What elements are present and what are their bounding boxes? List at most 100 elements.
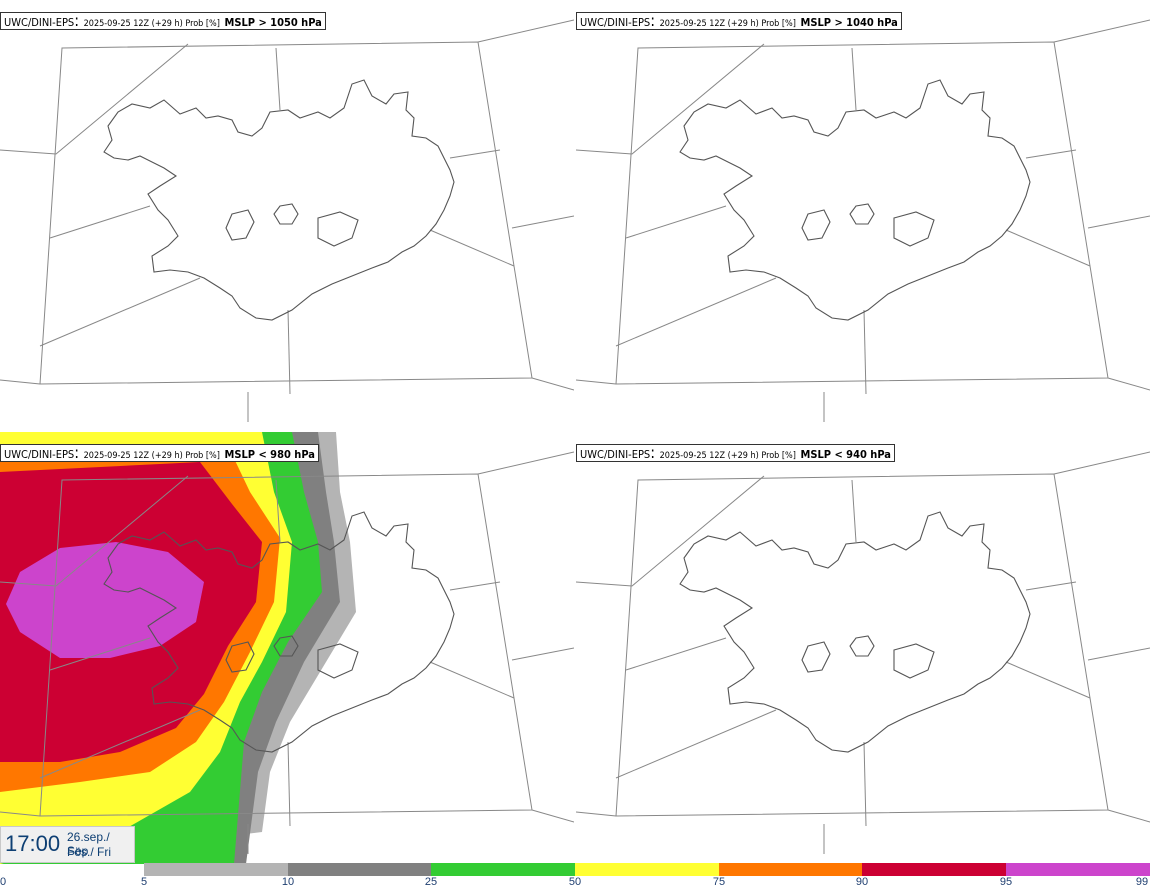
graticule-line: [615, 277, 777, 347]
graticule-line: [851, 47, 857, 111]
graticule-line: [429, 661, 515, 699]
glacier-outline: [225, 641, 255, 673]
domain-frame: [615, 473, 1109, 817]
domain-frame: [615, 41, 1109, 385]
panel-title: UWC/DINI-EPS: 2025-09-25 12Z (+29 h) Pro…: [576, 12, 902, 30]
map-panel-bottom-right: UWC/DINI-EPS: 2025-09-25 12Z (+29 h) Pro…: [576, 432, 1150, 864]
graticule-line: [449, 581, 501, 591]
panel-title-field: MSLP > 1040 hPa: [800, 16, 898, 29]
graticule-line: [576, 43, 765, 155]
graticule-line: [1025, 581, 1077, 591]
colorbar-segment-75-90: [719, 863, 862, 876]
probability-field: [0, 432, 356, 864]
graticule-line: [0, 811, 41, 817]
panel-title-model: UWC/DINI-EPS: [580, 448, 651, 461]
graticule-line: [576, 379, 617, 385]
panel-title-run: 2025-09-25 12Z (+29 h) Prob [%]: [659, 451, 796, 461]
panel-title-field: MSLP < 940 hPa: [800, 448, 891, 461]
map-graticule: [0, 19, 574, 422]
graticule-line: [511, 215, 574, 229]
graticule-line: [0, 43, 189, 155]
colorbar-tick-5: 5: [140, 876, 148, 888]
colorbar-tick-75: 75: [712, 876, 726, 888]
colorbar-segment-5-10: [144, 863, 288, 876]
graticule-line: [1053, 451, 1150, 475]
panel-title-run: 2025-09-25 12Z (+29 h) Prob [%]: [83, 19, 220, 29]
graticule-line: [0, 475, 189, 587]
colorbar-tick-95: 95: [999, 876, 1013, 888]
graticule-line: [863, 309, 867, 395]
graticule-line: [576, 475, 765, 587]
graticule-line: [0, 379, 41, 385]
graticule-line: [275, 479, 281, 543]
map-graticule: [576, 19, 1150, 422]
valid-date: 26.sep./ Sep: [67, 830, 110, 858]
iceland-coastline: [679, 511, 1031, 753]
glacier-outline: [273, 635, 299, 657]
graticule-line: [531, 809, 574, 823]
panel-title-model: UWC/DINI-EPS: [580, 16, 651, 29]
glacier-outline: [317, 211, 359, 247]
panel-title: UWC/DINI-EPS: 2025-09-25 12Z (+29 h) Pro…: [0, 12, 326, 30]
graticule-line: [1087, 215, 1150, 229]
graticule-line: [863, 741, 867, 827]
map-panel-bottom-left: UWC/DINI-EPS: 2025-09-25 12Z (+29 h) Pro…: [0, 432, 574, 864]
panel-title-run: 2025-09-25 12Z (+29 h) Prob [%]: [659, 19, 796, 29]
colorbar-segment-50-75: [575, 863, 719, 876]
graticule-line: [615, 709, 777, 779]
panel-title-model: UWC/DINI-EPS: [4, 448, 75, 461]
colorbar-tick-99: 99: [1135, 876, 1149, 888]
glacier-outline: [893, 643, 935, 679]
map-panel-top-right: UWC/DINI-EPS: 2025-09-25 12Z (+29 h) Pro…: [576, 0, 1150, 432]
graticule-line: [625, 637, 727, 671]
map-canvas: [0, 432, 574, 864]
graticule-line: [429, 229, 515, 267]
graticule-line: [39, 277, 201, 347]
colorbar-tick-50: 50: [568, 876, 582, 888]
panel-title-field: MSLP > 1050 hPa: [224, 16, 322, 29]
map-panel-top-left: UWC/DINI-EPS: 2025-09-25 12Z (+29 h) Pro…: [0, 0, 574, 432]
map-graticule: [0, 451, 574, 854]
glacier-outline: [849, 203, 875, 225]
colorbar-segment-10-25: [288, 863, 431, 876]
graticule-line: [1053, 19, 1150, 43]
glacier-outline: [317, 643, 359, 679]
glacier-outline: [893, 211, 935, 247]
graticule-line: [1025, 149, 1077, 159]
panel-title: UWC/DINI-EPS: 2025-09-25 12Z (+29 h) Pro…: [576, 444, 895, 462]
graticule-line: [477, 451, 574, 475]
iceland-coastline: [679, 79, 1031, 321]
graticule-line: [1005, 661, 1091, 699]
graticule-line: [1107, 809, 1150, 823]
probability-contour-95-99: [6, 542, 204, 658]
iceland-coastline: [103, 79, 455, 321]
valid-day: Fös./ Fri: [67, 845, 111, 859]
graticule-line: [851, 479, 857, 543]
colorbar-segment-95-99: [1006, 863, 1150, 876]
glacier-outline: [801, 209, 831, 241]
valid-time-box: 17:00 26.sep./ Sep Fös./ Fri: [0, 826, 135, 863]
graticule-line: [39, 709, 201, 779]
colorbar-tick-90: 90: [855, 876, 869, 888]
map-canvas: [576, 451, 1150, 854]
graticule-line: [477, 19, 574, 43]
panel-title: UWC/DINI-EPS: 2025-09-25 12Z (+29 h) Pro…: [0, 444, 319, 462]
graticule-line: [1107, 377, 1150, 391]
colorbar-tick-10: 10: [281, 876, 295, 888]
glacier-outline: [273, 203, 299, 225]
graticule-line: [49, 205, 151, 239]
graticule-line: [531, 377, 574, 391]
domain-frame: [39, 41, 533, 385]
graticule-line: [1005, 229, 1091, 267]
map-canvas: [0, 19, 574, 422]
probability-colorbar: [144, 863, 1150, 876]
graticule-line: [1087, 647, 1150, 661]
glacier-outline: [801, 641, 831, 673]
graticule-line: [576, 811, 617, 817]
colorbar-tick-0: 0: [0, 876, 7, 888]
panel-title-field: MSLP < 980 hPa: [224, 448, 315, 461]
valid-time: 17:00: [5, 831, 61, 856]
panel-title-model: UWC/DINI-EPS: [4, 16, 75, 29]
colorbar-segment-90-95: [862, 863, 1006, 876]
